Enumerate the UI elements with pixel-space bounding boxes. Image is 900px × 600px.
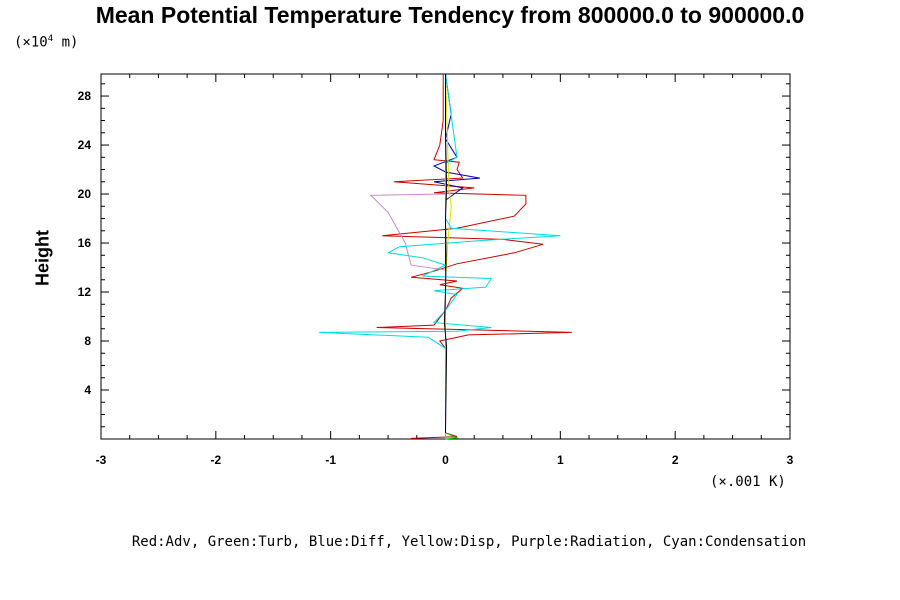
x-tick-label: -3 [96, 453, 107, 467]
x-tick-label: -2 [210, 453, 221, 467]
x-tick-label: -1 [325, 453, 336, 467]
y-tick-label: 8 [84, 334, 91, 348]
x-tick-label: 0 [442, 453, 449, 467]
y-tick-label: 4 [84, 383, 91, 397]
y-unit-suffix: m) [53, 34, 79, 51]
y-tick-label: 12 [78, 285, 92, 299]
series-line-diff [432, 73, 480, 439]
series-lines [319, 73, 572, 440]
y-tick-label: 28 [78, 89, 92, 103]
series-line-total [443, 74, 448, 433]
x-tick-label: 1 [557, 453, 564, 467]
series-line-adv [376, 74, 572, 439]
y-unit-exponent: 4 [47, 34, 54, 44]
chart-title: Mean Potential Temperature Tendency from… [95, 2, 805, 28]
y-tick-label: 16 [78, 236, 92, 250]
y-tick-label: 24 [78, 138, 92, 152]
legend-text: Red:Adv, Green:Turb, Blue:Diff, Yellow:D… [131, 534, 807, 550]
y-axis-unit: (×104 m) [14, 34, 78, 51]
y-tick-label: 20 [78, 187, 92, 201]
series-line-radiation [369, 74, 446, 439]
series-line-condensation [319, 73, 561, 439]
x-tick-label: 2 [672, 453, 679, 467]
x-axis-unit: (×.001 K) [710, 474, 786, 490]
y-unit-prefix: (×10 [14, 34, 48, 51]
x-tick-label: 3 [787, 453, 794, 467]
